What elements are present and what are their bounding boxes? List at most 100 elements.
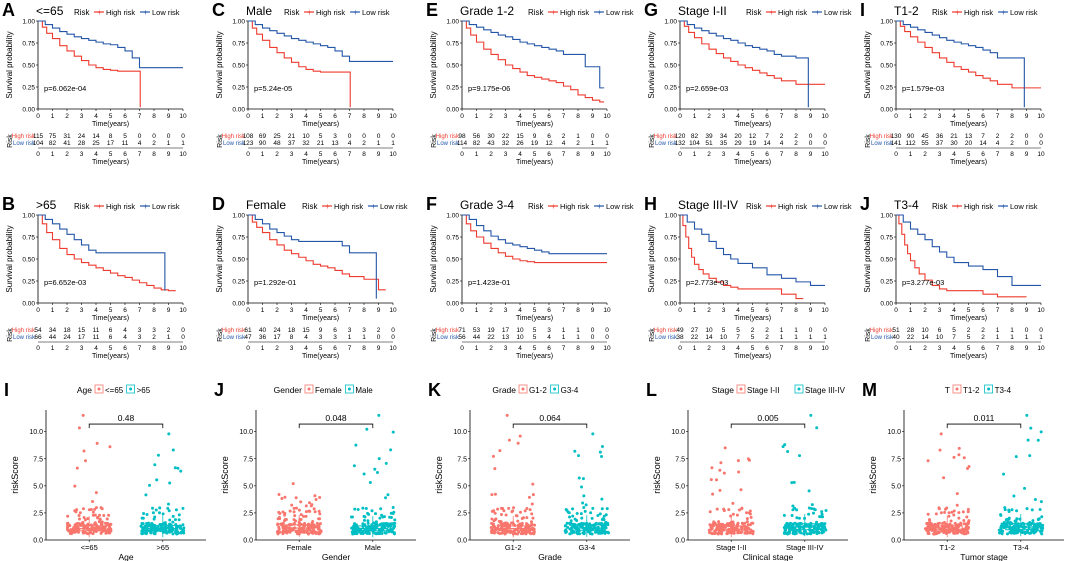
risk-x-tick-label: 10 [179, 151, 187, 158]
sample-point [927, 518, 931, 522]
y-tick-label: 2.5 [243, 510, 253, 517]
sample-point [953, 531, 957, 535]
y-tick-label: 0.00 [880, 301, 893, 308]
risk-count-low: 44 [49, 334, 57, 341]
y-tick-label: 5.0 [243, 483, 253, 490]
x-tick-label: 0 [460, 113, 464, 120]
risk-row-high-label: High risk [870, 134, 894, 140]
x-tick-label: 1 [475, 307, 479, 314]
legend-low-marker: + [371, 202, 376, 211]
x-tick-label: 10 [389, 307, 397, 314]
risk-count-low: 1 [809, 334, 813, 341]
y-tick-label: 0.50 [880, 63, 893, 70]
legend-high-label: High risk [106, 8, 135, 17]
y-tick-label: 0.0 [457, 538, 467, 545]
risk-x-tick-label: 0 [894, 151, 898, 158]
sample-point [1005, 517, 1009, 521]
sample-point [311, 530, 315, 534]
sample-point [77, 522, 81, 526]
sample-point [140, 516, 144, 520]
risk-x-tick-label: 4 [304, 345, 308, 352]
sample-point [798, 454, 802, 458]
x-tick-label: 6 [123, 113, 127, 120]
legend-title: Risk [932, 202, 949, 211]
legend-group-a: <=65 [105, 386, 124, 395]
sample-point [957, 453, 961, 457]
risk-x-tick-label: 10 [1037, 345, 1045, 352]
sample-point [942, 521, 946, 525]
risk-count-high: 5 [952, 327, 956, 334]
risk-x-tick-label: 1 [909, 151, 913, 158]
x-tick-label: 4 [518, 307, 522, 314]
low-risk-curve [38, 20, 183, 69]
sample-point [1030, 508, 1034, 512]
y-tick-label: 0.00 [22, 107, 35, 114]
x-tick-label: 7 [138, 113, 142, 120]
risk-x-axis-label: Time(years) [302, 353, 339, 360]
p-value: p=2.773e-03 [686, 278, 728, 287]
sample-point [573, 449, 577, 453]
sample-point [739, 488, 743, 492]
risk-count-high: 6 [938, 327, 942, 334]
risk-count-high: 69 [259, 133, 267, 140]
sample-point [93, 522, 97, 526]
panel-title: Grade 3-4 [460, 198, 514, 212]
risk-count-high: 2 [765, 327, 769, 334]
risk-x-tick-label: 2 [707, 345, 711, 352]
sample-point [939, 511, 943, 515]
significance-bracket [88, 423, 164, 429]
sample-point [353, 507, 357, 511]
low-risk-curve [462, 214, 607, 255]
risk-count-high: 20 [734, 133, 742, 140]
risk-count-high: 40 [259, 327, 267, 334]
sample-point [350, 515, 354, 519]
x-axis-label: Clinical stage [743, 552, 794, 561]
sample-point [718, 488, 722, 492]
y-tick-label: 0.50 [232, 63, 245, 70]
risk-count-high: 39 [705, 133, 713, 140]
y-tick-label: 0.50 [446, 63, 459, 70]
x-tick-label: 6 [547, 113, 551, 120]
sample-point [710, 466, 714, 470]
risk-x-axis-label: Time(years) [92, 159, 129, 166]
legend-title: Risk [284, 8, 301, 17]
risk-table-ylabel: Risk [217, 328, 224, 342]
sample-point [926, 459, 930, 463]
risk-count-high: 0 [181, 327, 185, 334]
risk-row-high-label: High risk [654, 328, 678, 334]
risk-x-tick-label: 4 [518, 151, 522, 158]
legend-low-marker: + [815, 202, 820, 211]
risk-count-high: 1 [794, 327, 798, 334]
sample-point [938, 448, 942, 452]
x-tick-label: 2 [275, 307, 279, 314]
sample-point [589, 511, 593, 515]
sample-point [492, 509, 496, 513]
risk-count-high: 1 [576, 327, 580, 334]
risk-count-low: 1 [377, 140, 381, 147]
risk-x-tick-label: 10 [603, 151, 611, 158]
y-axis-label: Survival probability [215, 225, 224, 292]
risk-count-low: 3 [333, 334, 337, 341]
sample-point [310, 522, 314, 526]
x-tick-label: 0 [246, 307, 250, 314]
sample-point [318, 496, 322, 500]
sample-point [787, 530, 791, 534]
risk-count-low: 1 [1039, 334, 1043, 341]
sample-point [740, 506, 744, 510]
legend-low-marker: + [1001, 8, 1006, 17]
sample-point [745, 520, 749, 524]
legend-low-marker: + [597, 202, 602, 211]
low-risk-curve [680, 20, 809, 108]
sample-point [516, 441, 520, 445]
y-axis-label: Survival probability [215, 31, 224, 98]
sample-point [795, 516, 799, 520]
risk-count-high: 0 [1039, 133, 1043, 140]
sample-point [501, 506, 505, 510]
risk-x-tick-label: 1 [261, 151, 265, 158]
risk-x-tick-label: 10 [603, 345, 611, 352]
outlier-point [809, 413, 813, 417]
sample-point [580, 485, 584, 489]
sample-point [1015, 531, 1019, 535]
y-tick-label: 0.25 [880, 85, 893, 92]
sample-point [949, 519, 953, 523]
